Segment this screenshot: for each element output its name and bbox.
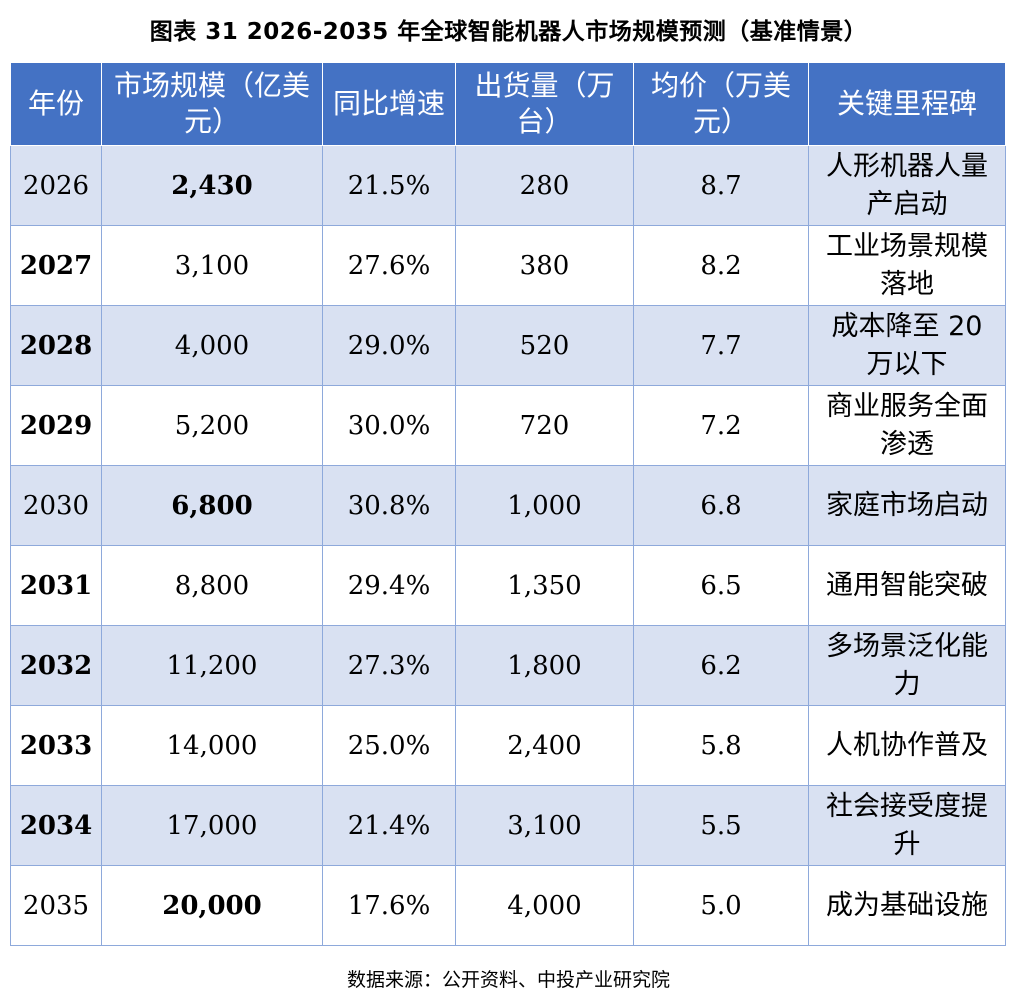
- shipments-cell: 1,800: [455, 625, 634, 706]
- header-market-size: 市场规模（亿美元）: [101, 62, 323, 146]
- milestone-cell: 成为基础设施: [808, 865, 1006, 946]
- growth-cell: 21.5%: [322, 145, 456, 226]
- growth-cell: 21.4%: [322, 785, 456, 866]
- header-shipments: 出货量（万台）: [455, 62, 634, 146]
- avg-price-cell: 6.5: [633, 545, 809, 626]
- market-size-cell: 5,200: [101, 385, 323, 466]
- market-size-cell: 4,000: [101, 305, 323, 386]
- year-cell: 2033: [10, 705, 102, 786]
- source-note: 数据来源：公开资料、中投产业研究院: [346, 969, 670, 991]
- table-row: 2034 17,000 21.4% 3,100 5.5 社会接受度提升: [10, 785, 1006, 866]
- market-size-cell: 8,800: [101, 545, 323, 626]
- header-row: 年份 市场规模（亿美元） 同比增速 出货量（万台） 均价（万美元） 关键里程碑: [10, 62, 1006, 146]
- avg-price-cell: 8.7: [633, 145, 809, 226]
- avg-price-cell: 5.8: [633, 705, 809, 786]
- growth-cell: 27.6%: [322, 225, 456, 306]
- table-row: 2028 4,000 29.0% 520 7.7 成本降至 20 万以下: [10, 305, 1006, 386]
- year-cell: 2030: [10, 465, 102, 546]
- growth-cell: 17.6%: [322, 865, 456, 946]
- milestone-cell: 人形机器人量产启动: [808, 145, 1006, 226]
- avg-price-cell: 7.2: [633, 385, 809, 466]
- table-title: 图表 31 2026-2035 年全球智能机器人市场规模预测（基准情景）: [149, 19, 868, 45]
- market-size-cell: 3,100: [101, 225, 323, 306]
- shipments-cell: 520: [455, 305, 634, 386]
- avg-price-cell: 8.2: [633, 225, 809, 306]
- table-row: 2029 5,200 30.0% 720 7.2 商业服务全面渗透: [10, 385, 1006, 466]
- table-row: 2035 20,000 17.6% 4,000 5.0 成为基础设施: [10, 865, 1006, 946]
- shipments-cell: 1,000: [455, 465, 634, 546]
- growth-cell: 30.8%: [322, 465, 456, 546]
- avg-price-cell: 6.8: [633, 465, 809, 546]
- year-cell: 2035: [10, 865, 102, 946]
- header-avg-price: 均价（万美元）: [633, 62, 809, 146]
- shipments-cell: 380: [455, 225, 634, 306]
- table-row: 2033 14,000 25.0% 2,400 5.8 人机协作普及: [10, 705, 1006, 786]
- growth-cell: 29.4%: [322, 545, 456, 626]
- market-size-cell: 2,430: [101, 145, 323, 226]
- growth-cell: 30.0%: [322, 385, 456, 466]
- shipments-cell: 280: [455, 145, 634, 226]
- milestone-cell: 家庭市场启动: [808, 465, 1006, 546]
- year-cell: 2032: [10, 625, 102, 706]
- avg-price-cell: 5.5: [633, 785, 809, 866]
- table-row: 2027 3,100 27.6% 380 8.2 工业场景规模落地: [10, 225, 1006, 306]
- market-size-cell: 14,000: [101, 705, 323, 786]
- milestone-cell: 通用智能突破: [808, 545, 1006, 626]
- avg-price-cell: 5.0: [633, 865, 809, 946]
- year-cell: 2026: [10, 145, 102, 226]
- table-row: 2030 6,800 30.8% 1,000 6.8 家庭市场启动: [10, 465, 1006, 546]
- header-growth: 同比增速: [322, 62, 456, 146]
- shipments-cell: 4,000: [455, 865, 634, 946]
- growth-cell: 25.0%: [322, 705, 456, 786]
- market-size-cell: 17,000: [101, 785, 323, 866]
- milestone-cell: 社会接受度提升: [808, 785, 1006, 866]
- market-size-cell: 11,200: [101, 625, 323, 706]
- shipments-cell: 1,350: [455, 545, 634, 626]
- shipments-cell: 2,400: [455, 705, 634, 786]
- year-cell: 2034: [10, 785, 102, 866]
- table-row: 2032 11,200 27.3% 1,800 6.2 多场景泛化能力: [10, 625, 1006, 706]
- shipments-cell: 720: [455, 385, 634, 466]
- year-cell: 2031: [10, 545, 102, 626]
- milestone-cell: 多场景泛化能力: [808, 625, 1006, 706]
- year-cell: 2027: [10, 225, 102, 306]
- header-milestone: 关键里程碑: [808, 62, 1006, 146]
- avg-price-cell: 6.2: [633, 625, 809, 706]
- forecast-table: 年份 市场规模（亿美元） 同比增速 出货量（万台） 均价（万美元） 关键里程碑 …: [10, 62, 1006, 946]
- table-row: 2026 2,430 21.5% 280 8.7 人形机器人量产启动: [10, 145, 1006, 226]
- growth-cell: 29.0%: [322, 305, 456, 386]
- market-size-cell: 6,800: [101, 465, 323, 546]
- market-size-cell: 20,000: [101, 865, 323, 946]
- header-year: 年份: [10, 62, 102, 146]
- growth-cell: 27.3%: [322, 625, 456, 706]
- milestone-cell: 人机协作普及: [808, 705, 1006, 786]
- year-cell: 2028: [10, 305, 102, 386]
- year-cell: 2029: [10, 385, 102, 466]
- shipments-cell: 3,100: [455, 785, 634, 866]
- avg-price-cell: 7.7: [633, 305, 809, 386]
- milestone-cell: 成本降至 20 万以下: [808, 305, 1006, 386]
- milestone-cell: 工业场景规模落地: [808, 225, 1006, 306]
- milestone-cell: 商业服务全面渗透: [808, 385, 1006, 466]
- table-row: 2031 8,800 29.4% 1,350 6.5 通用智能突破: [10, 545, 1006, 626]
